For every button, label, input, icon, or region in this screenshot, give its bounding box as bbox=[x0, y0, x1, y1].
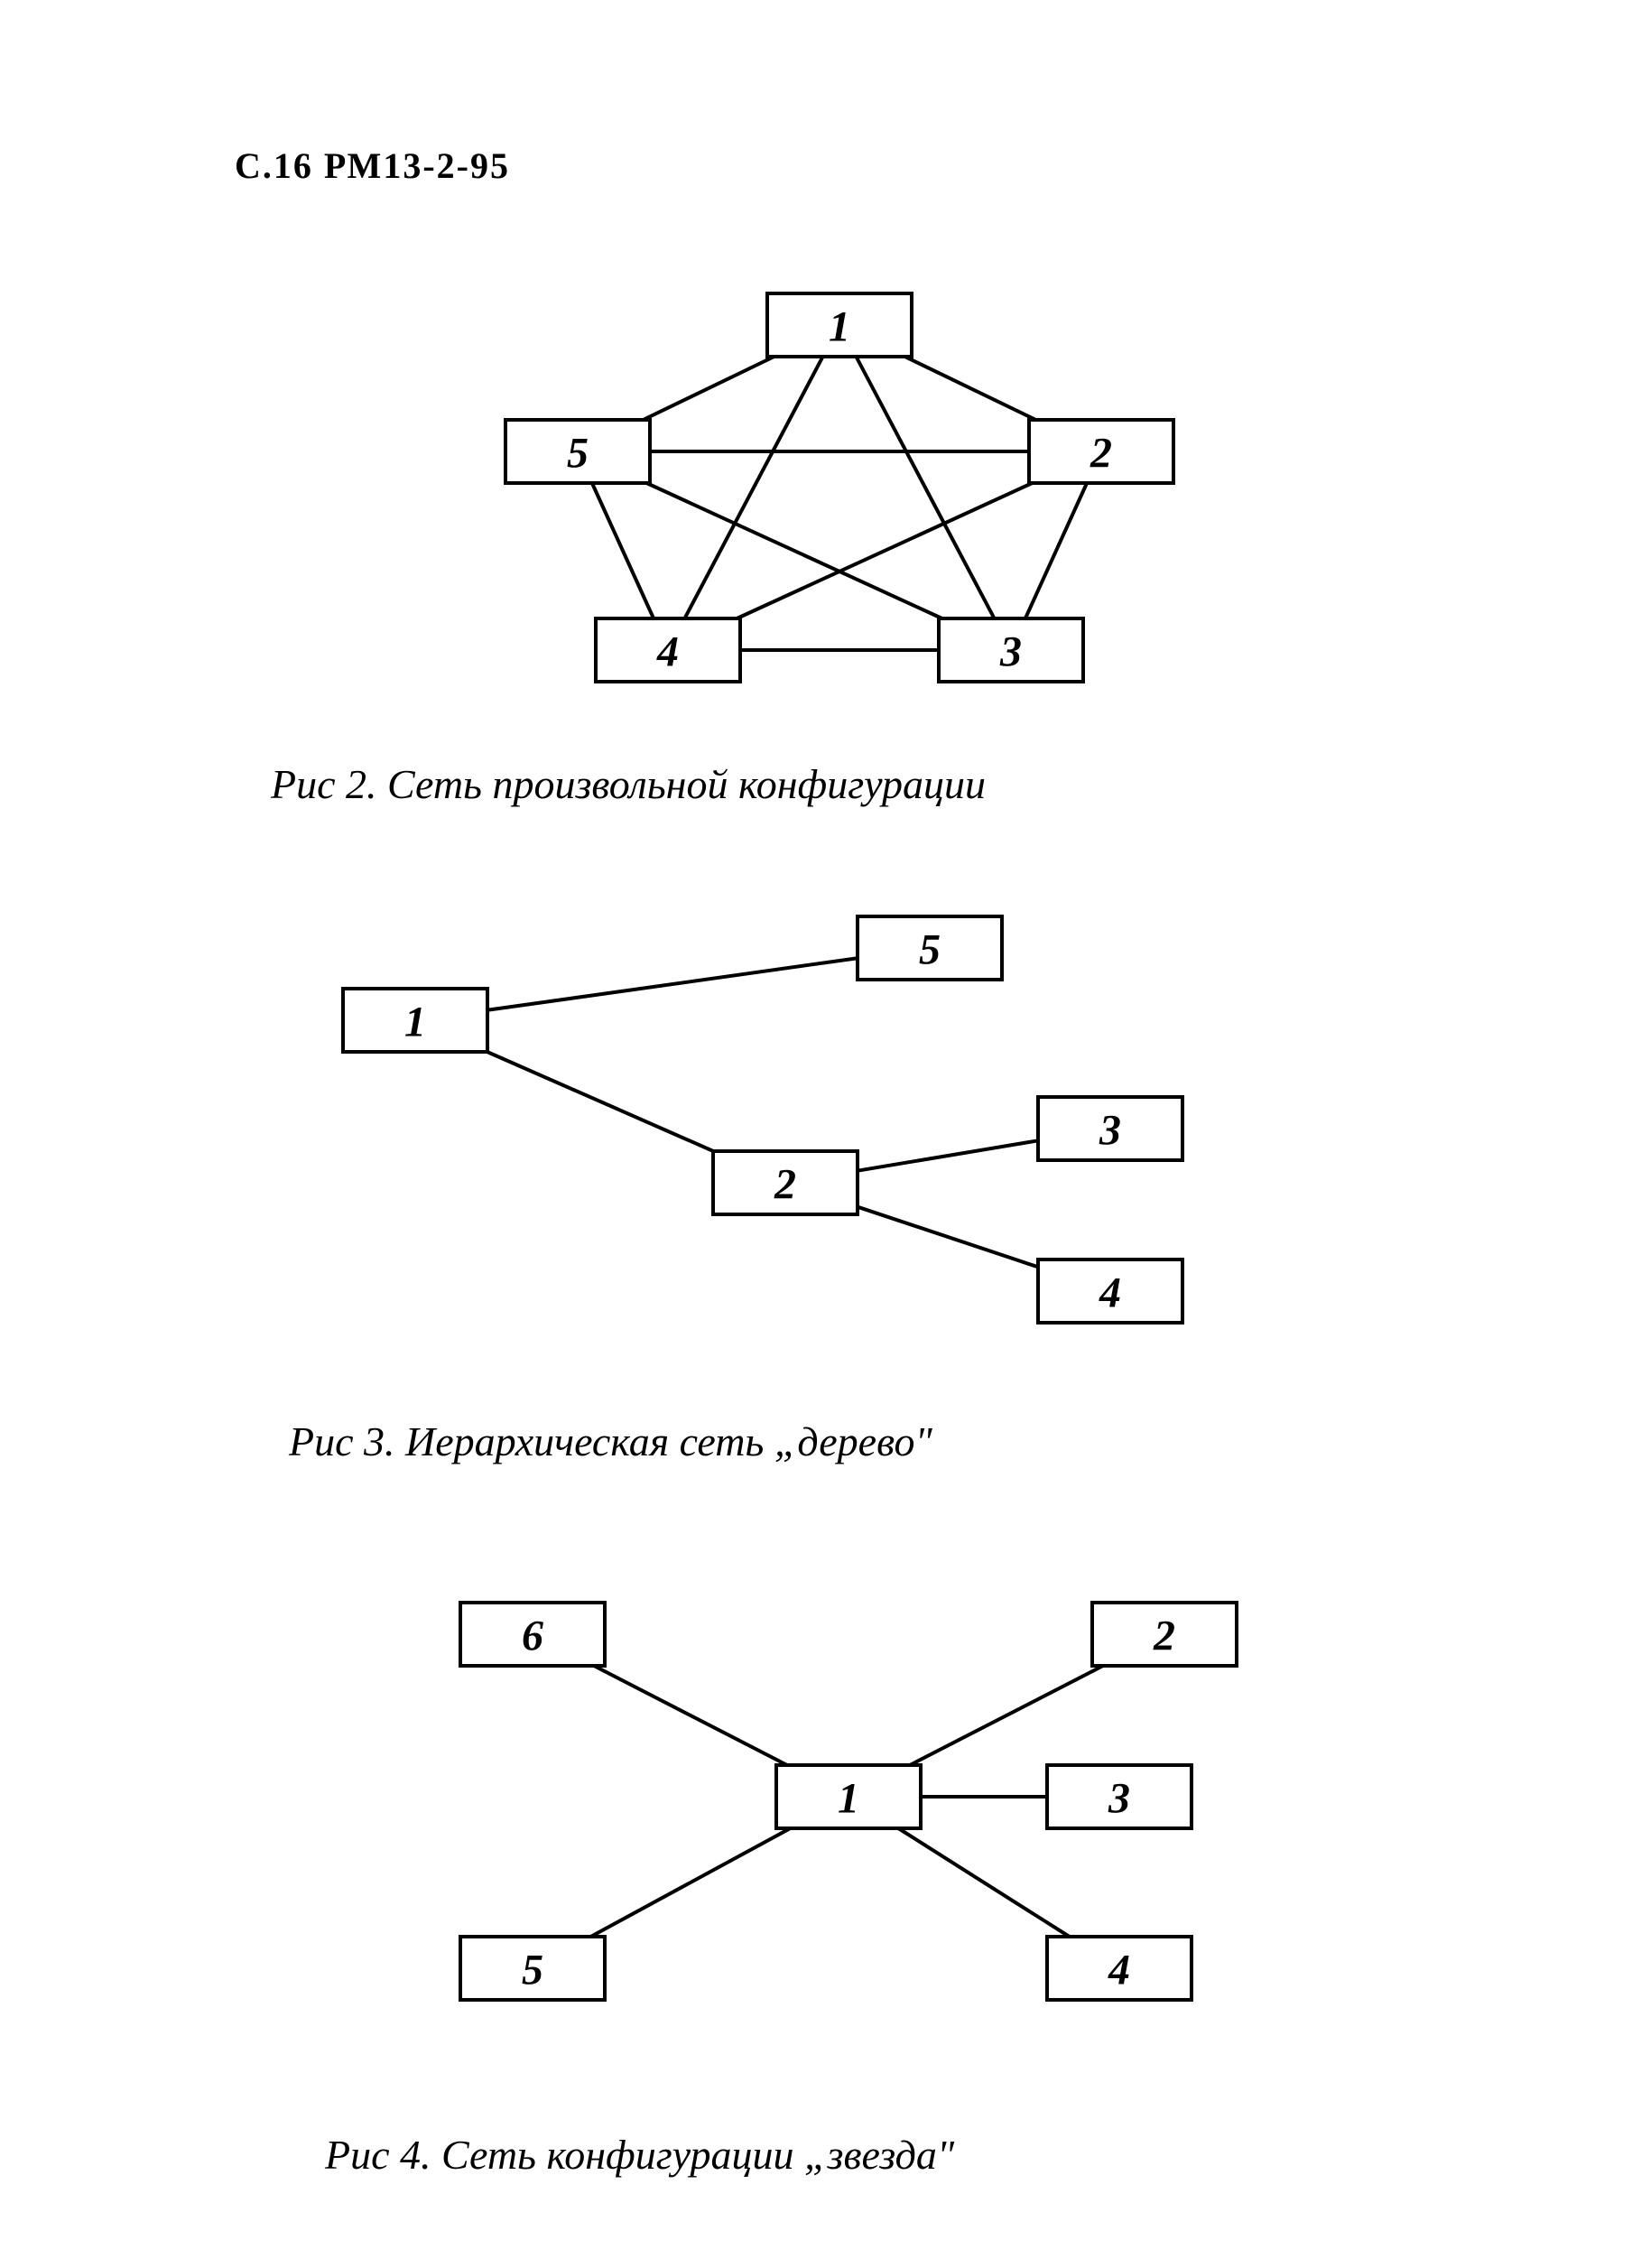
fig4-node-3: 3 bbox=[1047, 1765, 1192, 1828]
fig3-caption: Рис 3. Иерархическая сеть „дерево" bbox=[289, 1418, 932, 1465]
fig3-tree: 1 5 2 3 4 bbox=[280, 885, 1273, 1390]
fig4-edge-1-2 bbox=[910, 1666, 1103, 1765]
fig3-nodes: 1 5 2 3 4 bbox=[343, 916, 1182, 1323]
fig4-node-2-label: 2 bbox=[1153, 1613, 1175, 1660]
fig2-edge-1-4 bbox=[684, 357, 822, 618]
fig4-node-3-label: 3 bbox=[1108, 1775, 1130, 1823]
fig3-node-5: 5 bbox=[858, 916, 1002, 980]
fig2-edges bbox=[592, 357, 1087, 650]
fig2-caption: Рис 2. Сеть произвольной конфигурации bbox=[271, 760, 986, 808]
fig2-node-1: 1 bbox=[767, 293, 912, 357]
fig2-edge-2-4 bbox=[737, 483, 1032, 618]
fig3-node-1: 1 bbox=[343, 989, 487, 1052]
fig4-node-1: 1 bbox=[776, 1765, 921, 1828]
fig2-node-3: 3 bbox=[939, 618, 1083, 682]
page: С.16 РМ13-2-95 1 2 3 4 5 Рис 2. Сеть произво… bbox=[0, 0, 1632, 2268]
fig3-edges bbox=[487, 958, 1038, 1267]
fig4-node-6-label: 6 bbox=[522, 1613, 543, 1660]
fig2-node-4-label: 4 bbox=[656, 628, 679, 676]
fig3-node-2-label: 2 bbox=[774, 1161, 796, 1209]
fig4-node-1-label: 1 bbox=[838, 1775, 859, 1823]
fig2-nodes: 1 2 3 4 5 bbox=[505, 293, 1173, 682]
fig2-edge-1-5 bbox=[644, 357, 774, 420]
fig4-node-4: 4 bbox=[1047, 1937, 1192, 2000]
fig3-node-1-label: 1 bbox=[404, 999, 426, 1046]
fig2-edge-1-3 bbox=[856, 357, 994, 618]
fig4-node-4-label: 4 bbox=[1108, 1947, 1130, 1994]
fig3-node-4: 4 bbox=[1038, 1259, 1182, 1323]
fig4-node-5-label: 5 bbox=[522, 1947, 543, 1994]
fig2-node-3-label: 3 bbox=[999, 628, 1022, 676]
fig3-edge-2-3 bbox=[858, 1140, 1038, 1170]
fig3-edge-1-2 bbox=[487, 1052, 714, 1151]
fig2-node-5: 5 bbox=[505, 420, 650, 483]
fig2-node-1-label: 1 bbox=[829, 303, 850, 351]
fig2-network: 1 2 3 4 5 bbox=[433, 271, 1246, 722]
fig4-node-2: 2 bbox=[1092, 1603, 1237, 1666]
fig4-star: 1 2 3 4 5 6 bbox=[397, 1571, 1300, 2040]
fig2-edge-4-5 bbox=[592, 483, 654, 618]
fig3-edge-2-4 bbox=[858, 1207, 1038, 1268]
fig4-node-6: 6 bbox=[460, 1603, 605, 1666]
fig4-edge-1-5 bbox=[590, 1828, 790, 1937]
fig4-node-5: 5 bbox=[460, 1937, 605, 2000]
fig2-edge-1-2 bbox=[905, 357, 1036, 420]
fig4-edge-1-6 bbox=[594, 1666, 787, 1765]
fig2-node-2: 2 bbox=[1029, 420, 1173, 483]
fig3-node-3: 3 bbox=[1038, 1097, 1182, 1160]
fig3-node-2: 2 bbox=[713, 1151, 858, 1214]
fig2-edge-2-3 bbox=[1025, 483, 1087, 618]
page-header: С.16 РМ13-2-95 bbox=[235, 144, 510, 187]
fig3-node-3-label: 3 bbox=[1099, 1107, 1121, 1155]
fig2-node-4: 4 bbox=[596, 618, 740, 682]
fig2-node-5-label: 5 bbox=[567, 430, 589, 478]
fig3-node-4-label: 4 bbox=[1099, 1269, 1121, 1317]
fig4-nodes: 1 2 3 4 5 6 bbox=[460, 1603, 1237, 2000]
fig2-edge-3-5 bbox=[646, 483, 941, 618]
fig2-node-2-label: 2 bbox=[1090, 430, 1112, 478]
fig4-caption: Рис 4. Сеть конфигурации „звезда" bbox=[325, 2131, 954, 2179]
fig4-edge-1-4 bbox=[898, 1828, 1069, 1937]
fig3-edge-1-5 bbox=[487, 958, 858, 1010]
fig3-node-5-label: 5 bbox=[919, 926, 941, 974]
